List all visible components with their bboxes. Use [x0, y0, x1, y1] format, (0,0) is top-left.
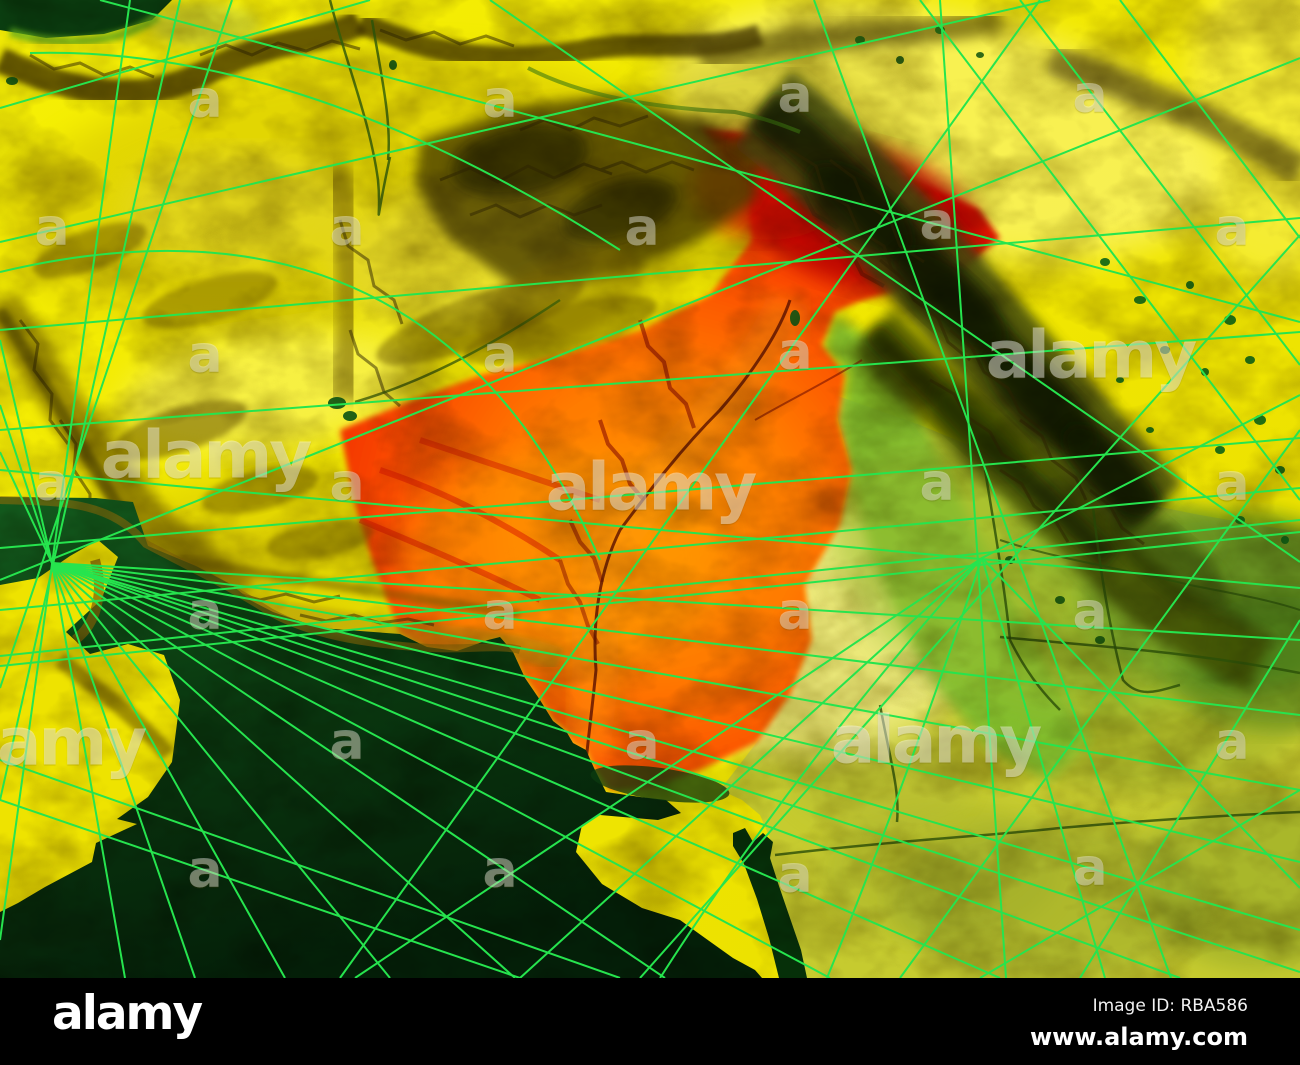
network-line — [51, 562, 516, 978]
network-curve — [826, 557, 983, 978]
network-line — [51, 562, 666, 978]
network-line — [0, 0, 131, 941]
network-line — [0, 487, 1300, 611]
network-line — [939, 0, 1007, 978]
network-line — [51, 562, 126, 978]
alamy-logo: alamy — [52, 986, 203, 1041]
network-line — [51, 562, 1300, 973]
terrain-svg — [0, 0, 1300, 978]
network-curve — [0, 249, 601, 561]
network-line — [0, 217, 1300, 331]
network-line — [0, 57, 1300, 581]
network-line — [0, 437, 1300, 549]
network-line — [0, 339, 53, 564]
network-line — [0, 404, 53, 564]
network-line — [981, 557, 1106, 978]
network-line — [51, 562, 1001, 978]
network-line — [354, 557, 983, 978]
alamy-footer-bar: alamy Image ID: RBA586 www.alamy.com — [0, 978, 1300, 1065]
network-line — [51, 562, 1181, 978]
network-line — [0, 519, 1300, 657]
image-id-text: Image ID: RBA586 — [1092, 996, 1248, 1016]
network-line — [1119, 0, 1300, 239]
network-line — [99, 0, 1300, 323]
network-line — [51, 562, 391, 978]
network-line — [51, 562, 1300, 716]
network-line — [0, 0, 371, 109]
network-line — [0, 0, 233, 689]
network-line — [639, 234, 1300, 978]
network-line — [919, 0, 1300, 501]
network-line — [489, 0, 1300, 563]
network-line — [1079, 619, 1300, 978]
network-line — [0, 799, 521, 978]
network-line — [981, 394, 1300, 559]
network-line — [899, 429, 1300, 978]
footer-right-block: Image ID: RBA586 www.alamy.com — [1030, 996, 1248, 1051]
satellite-map: a a a a a a a a a a a a a a a a a a a a a a a a a a a alamy alamy ala… — [0, 0, 1300, 978]
network-line — [51, 562, 1300, 791]
network-line — [51, 562, 1300, 931]
network-lines-layer — [0, 0, 1300, 978]
network-line — [0, 759, 621, 978]
network-line — [981, 557, 1300, 889]
network-curve — [29, 51, 621, 251]
network-line — [0, 0, 1051, 243]
website-text: www.alamy.com — [1029, 1023, 1248, 1051]
network-line — [979, 789, 1300, 978]
network-line — [51, 562, 1300, 863]
network-line — [1019, 0, 1300, 366]
network-line — [51, 562, 196, 978]
network-line — [0, 531, 1300, 667]
network-line — [51, 562, 286, 978]
network-line — [0, 469, 1300, 589]
network-line — [0, 0, 181, 801]
network-line — [0, 331, 1300, 431]
network-line — [813, 0, 1172, 978]
network-line — [51, 562, 1300, 641]
network-line — [519, 557, 983, 978]
network-curve — [659, 557, 983, 978]
